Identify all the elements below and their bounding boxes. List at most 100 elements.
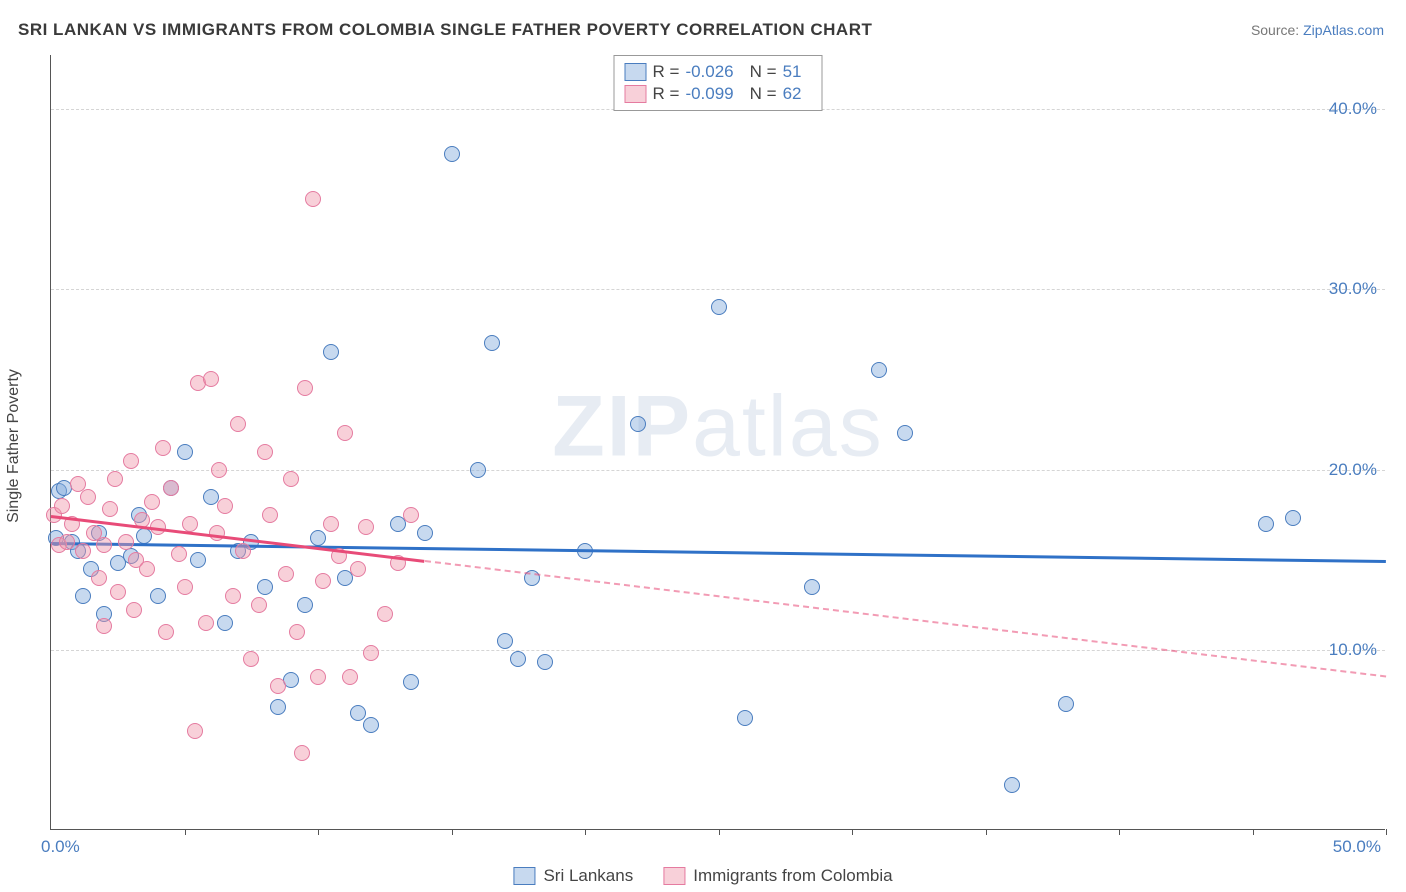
scatter-point: [283, 471, 299, 487]
scatter-point: [417, 525, 433, 541]
scatter-point: [257, 579, 273, 595]
n-label: N =: [750, 84, 777, 104]
r-value-0: -0.026: [685, 62, 733, 82]
scatter-point: [897, 425, 913, 441]
scatter-point: [177, 444, 193, 460]
scatter-point: [342, 669, 358, 685]
x-tick: [318, 829, 319, 835]
x-tick: [852, 829, 853, 835]
scatter-point: [91, 570, 107, 586]
x-tick: [1386, 829, 1387, 835]
y-axis-title: Single Father Poverty: [5, 369, 23, 523]
swatch-series-1: [663, 867, 685, 885]
source-link[interactable]: ZipAtlas.com: [1303, 22, 1384, 38]
scatter-point: [1258, 516, 1274, 532]
scatter-point: [150, 588, 166, 604]
scatter-point: [139, 561, 155, 577]
scatter-point: [209, 525, 225, 541]
chart-title: SRI LANKAN VS IMMIGRANTS FROM COLOMBIA S…: [18, 20, 872, 40]
x-tick: [1119, 829, 1120, 835]
scatter-point: [203, 371, 219, 387]
swatch-series-0: [625, 63, 647, 81]
scatter-point: [294, 745, 310, 761]
scatter-point: [217, 615, 233, 631]
r-value-1: -0.099: [685, 84, 733, 104]
scatter-point: [96, 537, 112, 553]
scatter-point: [96, 618, 112, 634]
legend-item-1: Immigrants from Colombia: [663, 866, 892, 886]
scatter-point: [337, 425, 353, 441]
scatter-point: [187, 723, 203, 739]
scatter-point: [243, 651, 259, 667]
scatter-point: [126, 602, 142, 618]
scatter-point: [171, 546, 187, 562]
r-label: R =: [653, 84, 680, 104]
legend-item-0: Sri Lankans: [513, 866, 633, 886]
scatter-point: [1058, 696, 1074, 712]
stats-row-0: R = -0.026 N = 51: [625, 61, 812, 83]
x-tick: [585, 829, 586, 835]
x-tick: [719, 829, 720, 835]
r-label: R =: [653, 62, 680, 82]
scatter-point: [871, 362, 887, 378]
stats-row-1: R = -0.099 N = 62: [625, 83, 812, 105]
source-prefix: Source:: [1251, 22, 1303, 38]
scatter-point: [158, 624, 174, 640]
scatter-point: [257, 444, 273, 460]
scatter-point: [230, 416, 246, 432]
x-tick: [185, 829, 186, 835]
scatter-point: [123, 453, 139, 469]
scatter-point: [711, 299, 727, 315]
scatter-point: [54, 498, 70, 514]
scatter-point: [270, 699, 286, 715]
scatter-point: [59, 534, 75, 550]
scatter-point: [323, 516, 339, 532]
scatter-point: [297, 597, 313, 613]
x-tick: [986, 829, 987, 835]
y-tick-label: 10.0%: [1329, 640, 1377, 660]
grid-line: [51, 289, 1385, 290]
scatter-point: [350, 561, 366, 577]
scatter-point: [1285, 510, 1301, 526]
scatter-point: [198, 615, 214, 631]
swatch-series-0: [513, 867, 535, 885]
scatter-point: [155, 440, 171, 456]
scatter-point: [403, 674, 419, 690]
legend-label-0: Sri Lankans: [543, 866, 633, 886]
scatter-point: [377, 606, 393, 622]
scatter-point: [363, 645, 379, 661]
y-tick-label: 30.0%: [1329, 279, 1377, 299]
y-tick-label: 20.0%: [1329, 460, 1377, 480]
scatter-point: [262, 507, 278, 523]
swatch-series-1: [625, 85, 647, 103]
watermark-rest: atlas: [692, 378, 884, 474]
scatter-point: [102, 501, 118, 517]
legend-label-1: Immigrants from Colombia: [693, 866, 892, 886]
watermark: ZIPatlas: [552, 377, 883, 476]
scatter-point: [225, 588, 241, 604]
scatter-point: [310, 530, 326, 546]
scatter-point: [363, 717, 379, 733]
scatter-point: [403, 507, 419, 523]
scatter-point: [177, 579, 193, 595]
scatter-point: [163, 480, 179, 496]
scatter-point: [323, 344, 339, 360]
source-attribution: Source: ZipAtlas.com: [1251, 22, 1384, 38]
scatter-point: [217, 498, 233, 514]
scatter-point: [315, 573, 331, 589]
scatter-point: [107, 471, 123, 487]
scatter-point: [118, 534, 134, 550]
scatter-point: [289, 624, 305, 640]
scatter-point: [278, 566, 294, 582]
trend-line: [425, 560, 1386, 677]
scatter-point: [470, 462, 486, 478]
watermark-bold: ZIP: [552, 378, 692, 474]
trend-line: [51, 542, 1386, 563]
scatter-point: [497, 633, 513, 649]
grid-line: [51, 470, 1385, 471]
scatter-point: [144, 494, 160, 510]
scatter-point: [804, 579, 820, 595]
scatter-point: [75, 543, 91, 559]
plot-area: ZIPatlas R = -0.026 N = 51 R = -0.099 N …: [50, 55, 1385, 830]
scatter-point: [211, 462, 227, 478]
